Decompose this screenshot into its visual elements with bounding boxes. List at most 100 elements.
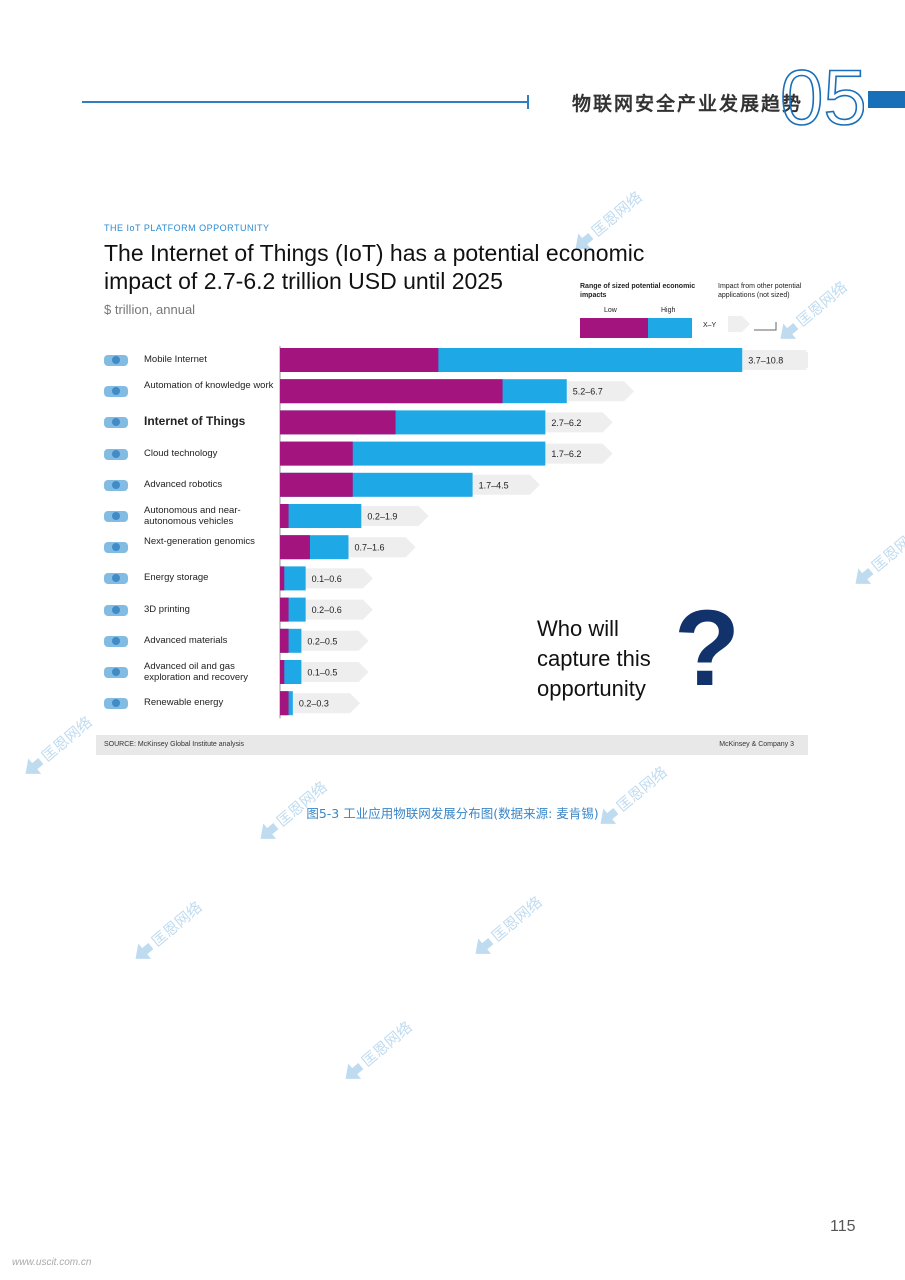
category-label: Internet of Things [144, 414, 246, 429]
bar-value-label: 0.2–1.9 [367, 512, 397, 522]
unsized-impact-tag [545, 443, 613, 464]
battery-icon [104, 573, 128, 585]
bar-high [280, 504, 362, 528]
unsized-impact-tag [292, 693, 361, 714]
unsized-impact-tag [301, 662, 369, 682]
bar-high [280, 660, 302, 684]
watermark-logo: 匡恩网络 [115, 898, 225, 960]
category-label: Autonomous and near-autonomous vehicles [144, 505, 241, 527]
bar-low [280, 379, 503, 404]
callout-line3: opportunity [537, 676, 646, 701]
page-number: 115 [830, 1218, 856, 1235]
figure-title: The Internet of Things (IoT) has a poten… [104, 239, 784, 295]
bar-low [280, 660, 285, 684]
brain-icon [104, 386, 128, 398]
legend-xy-label: X–Y [703, 322, 717, 329]
header-rule-end [527, 95, 529, 109]
svg-text:匡恩网络: 匡恩网络 [868, 525, 905, 575]
unsized-impact-tag [545, 412, 613, 433]
bar-value-label: 1.7–6.2 [551, 449, 581, 459]
bar-value-label: 2.7–6.2 [551, 418, 581, 428]
category-label: Renewable energy [144, 697, 224, 709]
legend-other-label: Impact from other potential applications… [718, 283, 802, 299]
svg-text:匡恩网络: 匡恩网络 [148, 900, 206, 950]
printer-icon [104, 604, 128, 616]
category-label: Automation of knowledge work [144, 380, 274, 392]
figure-kicker: THE IoT PLATFORM OPPORTUNITY [104, 223, 270, 233]
callout-line2: capture this [537, 646, 651, 671]
unsized-impact-tag [301, 630, 369, 651]
category-label: Advanced oil and gas exploration and rec… [144, 661, 249, 683]
iot-figure: THE IoT PLATFORM OPPORTUNITY The Interne… [96, 212, 808, 757]
bar-value-label: 1.7–4.5 [479, 480, 509, 490]
bar-low [280, 441, 353, 466]
materials-icon [104, 635, 128, 647]
unsized-impact-tag [348, 537, 416, 558]
bar-value-label: 0.7–1.6 [354, 543, 384, 553]
unsized-impact-tag [361, 506, 429, 526]
figure-title-line2: impact of 2.7-6.2 trillion USD until 202… [104, 268, 503, 294]
svg-text:匡恩网络: 匡恩网络 [488, 895, 546, 945]
bar-value-label: 0.2–0.3 [299, 699, 329, 709]
footer-url: www.uscit.com.cn [12, 1257, 92, 1268]
bar-low [280, 504, 289, 528]
source-text: SOURCE: McKinsey Global Institute analys… [104, 741, 245, 748]
bar-low [280, 535, 310, 560]
bar-low [280, 628, 289, 653]
chapter-number: 05 [780, 53, 864, 132]
figure-title-line1: The Internet of Things (IoT) has a poten… [104, 240, 645, 266]
bar-low [280, 410, 396, 435]
bar-value-label: 3.7–10.8 [748, 356, 783, 366]
bar-chart: 3.7–10.8 5.2–6.7 2.7–6.2 1.7–6.2 1.7–4.5 0.2–… [279, 346, 808, 719]
bar-value-label: 0.2–0.6 [312, 605, 342, 615]
oil-rig-icon [104, 667, 128, 678]
person-antenna-icon [104, 355, 128, 366]
bar-value-label: 0.1–0.5 [307, 668, 337, 678]
header-rule [82, 101, 528, 103]
category-label: Advanced materials [144, 634, 228, 646]
cloud-icon [104, 448, 128, 460]
legend-high-swatch [648, 318, 692, 338]
figure-caption: 图5-3 工业应用物联网发展分布图(数据来源: 麦肯锡) [306, 806, 599, 821]
svg-text:匡恩网络: 匡恩网络 [38, 715, 96, 765]
unsized-impact-tag [742, 350, 808, 370]
unsized-impact-tag [472, 474, 540, 495]
wind-turbine-icon [104, 698, 128, 710]
bar-low [280, 691, 289, 716]
legend-low-label: Low [604, 307, 617, 314]
question-mark: ? [674, 587, 740, 708]
legend-low-swatch [580, 318, 648, 338]
watermark-logo: 匡恩网络 [455, 893, 565, 955]
car-icon [104, 511, 128, 522]
watermark-logo: 匡恩网络 [325, 1018, 435, 1080]
category-label: Energy storage [144, 572, 209, 584]
category-label: Advanced robotics [144, 478, 223, 490]
callout-line1: Who will [537, 616, 619, 641]
source-bar: SOURCE: McKinsey Global Institute analys… [96, 735, 808, 755]
legend-high-label: High [661, 307, 676, 314]
figure-subtitle: $ trillion, annual [104, 302, 196, 317]
unsized-impact-tag [305, 568, 373, 589]
company-text: McKinsey & Company 3 [719, 741, 794, 748]
category-label: 3D printing [144, 603, 190, 615]
legend-range-label: Range of sized potential economic impact… [580, 283, 696, 299]
category-label: Cloud technology [144, 447, 218, 459]
network-icon [104, 417, 128, 429]
robot-icon [104, 479, 128, 491]
bar-value-label: 0.1–0.6 [312, 574, 342, 584]
chapter-number-graphic: 05 [780, 52, 864, 132]
header-accent-bar [868, 91, 905, 108]
category-label: Mobile Internet [144, 354, 207, 365]
watermark-logo: 匡恩网络 [835, 523, 905, 585]
unsized-impact-tag [305, 599, 373, 620]
bar-low [280, 472, 353, 497]
legend-unsized-arrow [728, 316, 777, 332]
bar-low [280, 348, 439, 372]
callout-text: Who will capture this opportunity [537, 614, 651, 704]
chapter-title: 物联网安全产业发展趋势 [572, 93, 804, 115]
category-label: Next-generation genomics [144, 536, 255, 548]
svg-text:匡恩网络: 匡恩网络 [358, 1020, 416, 1070]
dna-icon [104, 542, 128, 554]
bar-low [280, 566, 285, 591]
bar-value-label: 0.2–0.5 [307, 636, 337, 646]
